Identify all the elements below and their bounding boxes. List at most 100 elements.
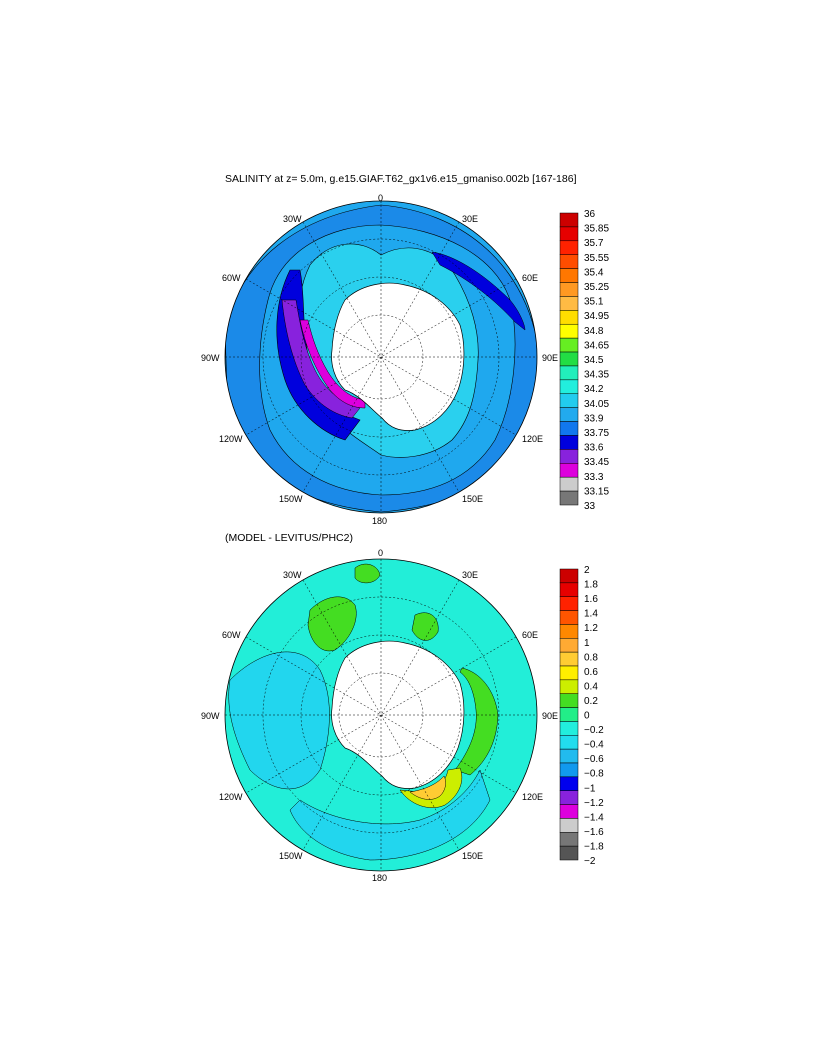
- top-colorbar-swatch: [559, 226, 579, 242]
- bottom-panel-title: (MODEL - LEVITUS/PHC2): [225, 532, 353, 544]
- top-colorbar-swatch: [559, 407, 579, 422]
- top-colorbar-label: 34.95: [584, 311, 609, 322]
- bottom-colorbar-swatch: [559, 610, 579, 625]
- bottom-colorbar-swatch: [559, 735, 579, 750]
- bottom-colorbar-label: 0.2: [584, 696, 598, 707]
- top-lon-label-150w: 150W: [279, 494, 303, 504]
- bottom-colorbar-label: 0.6: [584, 667, 598, 678]
- bottom-colorbar-swatch: [559, 624, 579, 639]
- top-colorbar-swatch: [559, 212, 579, 228]
- bottom-colorbar-label: 1.6: [584, 594, 598, 605]
- top-colorbar-swatch: [559, 435, 579, 450]
- top-colorbar-label: 34.65: [584, 340, 609, 351]
- bottom-lon-label-30e: 30E: [462, 570, 479, 580]
- bottom-colorbar-swatch: [559, 832, 579, 847]
- bottom-lon-label-60w: 60W: [222, 630, 241, 640]
- bottom-lon-label-90w: 90W: [201, 711, 220, 721]
- top-colorbar-label: 33.9: [584, 413, 604, 424]
- top-colorbar-label: 33.3: [584, 472, 604, 483]
- bottom-colorbar-label: 1: [584, 638, 590, 649]
- bottom-lon-label-0: 0: [378, 548, 384, 558]
- bottom-colorbar-label: −0.2: [584, 725, 604, 736]
- top-colorbar: 36 35.85 35.7 35.55 35.4 35.25 35.1 34.95 34.8 34…: [559, 209, 609, 512]
- top-colorbar-label: 33.45: [584, 457, 609, 468]
- bottom-colorbar-label: −1: [584, 783, 596, 794]
- bottom-colorbar: 2 1.8 1.6 1.4 1.2 1 0.8 0.6 0.4 0.2 0 −0.2 −0.4 −0.6 −…: [559, 565, 604, 867]
- bottom-colorbar-label: 2: [584, 565, 590, 576]
- top-colorbar-swatch: [559, 337, 579, 353]
- top-colorbar-label: 33.15: [584, 486, 609, 497]
- top-colorbar-label: 36: [584, 209, 596, 220]
- bottom-colorbar-label: −1.6: [584, 827, 604, 838]
- top-lon-label-90e: 90E: [542, 353, 559, 363]
- bottom-colorbar-swatch: [559, 596, 579, 611]
- bottom-green-patch-ne: [411, 612, 439, 641]
- bottom-lon-label-150w: 150W: [279, 851, 303, 861]
- bottom-cyan-patch-south: [289, 769, 491, 861]
- top-colorbar-swatch: [559, 476, 579, 492]
- bottom-colorbar-swatch: [559, 707, 579, 722]
- top-colorbar-swatch: [559, 268, 579, 283]
- top-colorbar-label: 35.7: [584, 238, 604, 249]
- bottom-map: [225, 559, 537, 871]
- top-lon-label-150e: 150E: [462, 494, 484, 504]
- bottom-colorbar-label: −1.2: [584, 798, 604, 809]
- bottom-lon-label-120e: 120E: [522, 792, 544, 802]
- bottom-colorbar-swatch: [559, 804, 579, 819]
- top-lon-label-0: 0: [378, 193, 384, 203]
- bottom-colorbar-swatch: [559, 651, 579, 667]
- top-colorbar-label: 33.75: [584, 428, 609, 439]
- top-lon-label-120w: 120W: [219, 434, 243, 444]
- bottom-green-patch-top: [354, 563, 381, 584]
- top-lon-label-120e: 120E: [522, 434, 544, 444]
- bottom-colorbar-label: 0.4: [584, 681, 598, 692]
- bottom-colorbar-label: 0.8: [584, 652, 598, 663]
- bottom-colorbar-swatch: [559, 582, 579, 597]
- bottom-colorbar-swatch: [559, 693, 579, 708]
- top-lon-label-180: 180: [372, 516, 388, 526]
- bottom-colorbar-label: −2: [584, 856, 596, 867]
- bottom-colorbar-label: −0.8: [584, 769, 604, 780]
- top-lon-label-60e: 60E: [522, 273, 539, 283]
- bottom-colorbar-swatch: [559, 790, 579, 805]
- top-colorbar-label: 33: [584, 501, 596, 512]
- bottom-colorbar-swatch: [559, 818, 579, 833]
- bottom-colorbar-label: −1.8: [584, 841, 604, 852]
- bottom-colorbar-label: 0: [584, 711, 590, 722]
- bottom-green-patch-east: [454, 667, 499, 776]
- top-colorbar-swatch: [559, 351, 579, 367]
- top-colorbar-swatch: [559, 296, 579, 311]
- top-colorbar-label: 34.8: [584, 326, 604, 337]
- bottom-colorbar-label: −0.6: [584, 754, 604, 765]
- top-colorbar-swatch: [559, 393, 579, 408]
- bottom-lon-label-30w: 30W: [283, 570, 302, 580]
- top-colorbar-swatch: [559, 449, 579, 464]
- bottom-colorbar-swatch: [559, 776, 579, 791]
- bottom-colorbar-swatch: [559, 845, 579, 861]
- bottom-lon-label-180: 180: [372, 873, 388, 883]
- top-colorbar-swatch: [559, 282, 579, 297]
- top-lon-label-60w: 60W: [222, 273, 241, 283]
- bottom-lon-label-60e: 60E: [522, 630, 539, 640]
- top-colorbar-swatch: [559, 240, 579, 255]
- top-grid: [225, 201, 537, 513]
- top-colorbar-swatch: [559, 323, 579, 339]
- top-colorbar-swatch: [559, 379, 579, 395]
- bottom-colorbar-label: 1.2: [584, 623, 598, 634]
- top-colorbar-label: 35.1: [584, 297, 604, 308]
- bottom-colorbar-swatch: [559, 762, 579, 778]
- top-map: [225, 201, 537, 513]
- top-colorbar-label: 34.05: [584, 399, 609, 410]
- bottom-orange-core: [409, 775, 446, 800]
- bottom-green-patch-north: [307, 596, 357, 652]
- bottom-map-border: [224, 558, 538, 872]
- top-colorbar-label: 35.85: [584, 224, 609, 235]
- top-colorbar-swatch: [559, 254, 579, 269]
- bottom-colorbar-label: 1.4: [584, 609, 598, 620]
- top-magenta-band: [299, 319, 366, 409]
- bottom-colorbar-swatch: [559, 748, 579, 764]
- bottom-lon-label-120w: 120W: [219, 792, 243, 802]
- bottom-grid: [225, 559, 537, 871]
- bottom-colorbar-label: −1.4: [584, 812, 604, 823]
